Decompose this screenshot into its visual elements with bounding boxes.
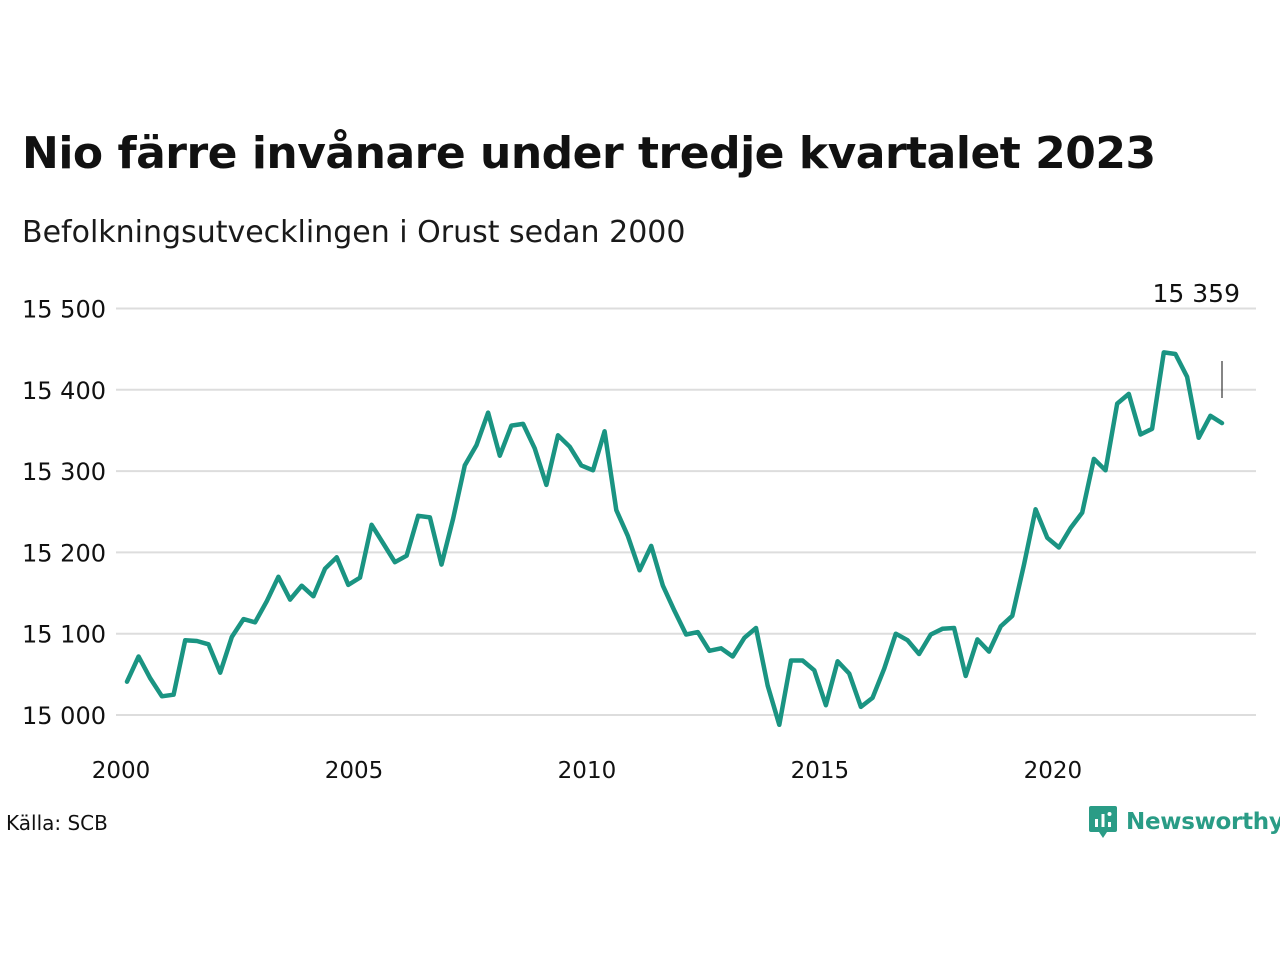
chart-title: Nio färre invånare under tredje kvartale… — [22, 128, 1156, 179]
x-tick-label: 2005 — [325, 758, 384, 784]
series-line — [124, 350, 1225, 728]
y-tick-label: 15 400 — [22, 377, 106, 405]
annotation-label: 15 359 — [1153, 279, 1240, 308]
y-axis-ticks: 15 000 15 100 15 200 15 300 15 400 15 500 — [22, 296, 106, 731]
chart-subtitle: Befolkningsutvecklingen i Orust sedan 20… — [22, 215, 686, 250]
newsworthy-logo-icon — [1089, 806, 1117, 838]
series-layer — [124, 350, 1225, 728]
y-tick-label: 15 300 — [22, 458, 106, 486]
x-tick-label: 2020 — [1024, 758, 1083, 784]
y-tick-label: 15 000 — [22, 702, 106, 730]
x-tick-label: 2015 — [791, 758, 850, 784]
y-tick-label: 15 200 — [22, 539, 106, 567]
x-tick-label: 2010 — [558, 758, 617, 784]
annotation-layer: 15 359 — [1153, 279, 1240, 398]
source-label: Källa: SCB — [6, 811, 108, 835]
gridlines — [116, 307, 1256, 716]
line-chart: 15 000 15 100 15 200 15 300 15 400 15 500 200… — [22, 279, 1256, 784]
y-tick-label: 15 500 — [22, 296, 106, 324]
brand-name: Newsworthy — [1126, 809, 1280, 835]
y-tick-label: 15 100 — [22, 621, 106, 649]
x-tick-label: 2000 — [92, 758, 151, 784]
brand-logo[interactable]: Newsworthy — [1088, 804, 1280, 840]
x-axis-ticks: 2000 2005 2010 2015 2020 — [92, 758, 1082, 784]
